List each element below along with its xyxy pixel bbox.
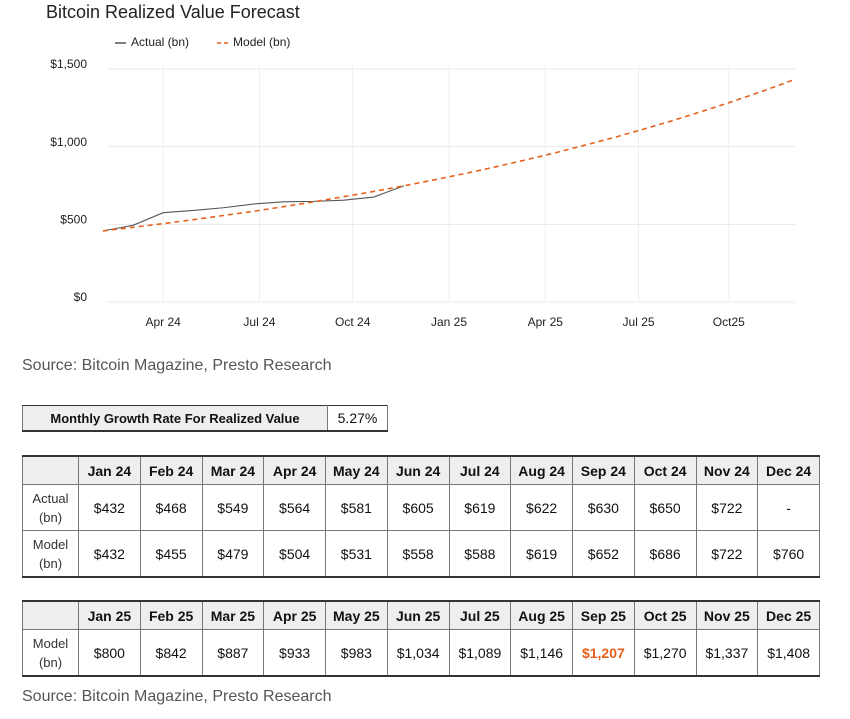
header-cell: Oct 24 [633,455,697,485]
x-tick-label: Apr 25 [528,315,564,329]
y-tick-label: $1,500 [50,57,87,71]
data-cell: - [757,484,820,531]
source: Source: Bitcoin Magazine, Presto Researc… [22,357,332,374]
data-cell: $722 [695,484,759,531]
y-tick-label: $1,000 [50,135,87,149]
data-cell: $1,089 [448,629,512,677]
data-cell: $650 [633,484,697,531]
header-cell: Jul 25 [448,600,512,630]
header-cell: Nov 24 [695,455,759,485]
data-cell: $722 [695,530,759,578]
data-cell: $581 [325,484,388,531]
header-cell: May 25 [325,600,388,630]
data-cell: $504 [263,530,326,578]
header-cell: Sep 25 [572,600,635,630]
header-cell: Feb 24 [139,455,203,485]
header-cell: Jun 24 [386,455,450,485]
data-row: Model (bn) $800 $842 $887 $933 $983 $1,034 $1,0… [22,629,820,677]
header-cell: Oct 25 [633,600,697,630]
header-cell: Apr 25 [263,600,326,630]
table-2024: Jan 24 Feb 24 Mar 24 Apr 24 May 24 Jun 24 Jul … [22,455,820,578]
data-cell: $933 [263,629,326,677]
data-cell: $686 [633,530,697,578]
header-row: Jan 25 Feb 25 Mar 25 Apr 25 May 25 Jun 25 Jul … [22,600,820,630]
header-cell: Mar 24 [201,455,265,485]
series-line [102,185,405,232]
data-cell: $800 [78,629,141,677]
growth-label: Monthly Growth Rate For Realized Value [22,405,328,432]
data-cell: $842 [139,629,203,677]
data-cell: $983 [325,629,388,677]
x-tick-label: Jul 24 [243,315,275,329]
data-cell: $479 [201,530,265,578]
data-cell: $622 [510,484,573,531]
header-cell: Dec 25 [757,600,820,630]
row-label: Model (bn) [22,629,79,677]
header-cell: Feb 25 [139,600,203,630]
data-cell: $558 [386,530,450,578]
data-cell: $1,207 [572,629,635,677]
data-cell: $588 [448,530,512,578]
header-cell: Jun 25 [386,600,450,630]
legend-label: Model (bn) [233,35,290,49]
chart: Bitcoin Realized Value Forecast $0 $500 $1… [46,2,796,329]
data-cell: $652 [572,530,635,578]
growth-table: Monthly Growth Rate For Realized Value 5… [22,405,388,432]
legend-label: Actual (bn) [131,35,189,49]
header-cell: Jul 24 [448,455,512,485]
y-tick-label: $0 [74,290,88,304]
data-cell: $760 [757,530,820,578]
table-2025: Jan 25 Feb 25 Mar 25 Apr 25 May 25 Jun 25 Jul … [22,600,820,677]
data-cell: $630 [572,484,635,531]
header-cell: Mar 25 [201,600,265,630]
source: Source: Bitcoin Magazine, Presto Researc… [22,688,332,705]
growth-value: 5.27% [327,405,388,432]
data-cell: $887 [201,629,265,677]
data-cell: $619 [448,484,512,531]
data-row: Model (bn) $432 $455 $479 $504 $531 $558 $588 $6… [22,530,820,578]
data-cell: $468 [139,484,203,531]
header-cell: Dec 24 [757,455,820,485]
data-cell: $549 [201,484,265,531]
header-cell: Jan 24 [78,455,141,485]
header-cell: Nov 25 [695,600,759,630]
data-cell: $564 [263,484,326,531]
data-cell: $1,034 [386,629,450,677]
data-cell: $531 [325,530,388,578]
header-row: Jan 24 Feb 24 Mar 24 Apr 24 May 24 Jun 24 Jul … [22,455,820,485]
data-cell: $1,408 [757,629,820,677]
corner-cell [22,455,79,485]
series-line [102,78,796,232]
data-cell: $1,270 [633,629,697,677]
header-cell: May 24 [325,455,388,485]
data-cell: $455 [139,530,203,578]
data-cell: $432 [78,530,141,578]
data-cell: $1,337 [695,629,759,677]
data-cell: $1,146 [510,629,573,677]
x-tick-label: Oct 24 [335,315,371,329]
y-tick-label: $500 [60,213,87,227]
header-cell: Sep 24 [572,455,635,485]
data-cell: $619 [510,530,573,578]
header-cell: Apr 24 [263,455,326,485]
x-tick-label: Jul 25 [623,315,655,329]
header-cell: Aug 25 [510,600,573,630]
corner-cell [22,600,79,630]
chart-title: Bitcoin Realized Value Forecast [46,2,300,22]
row-label: Actual (bn) [22,484,79,531]
x-tick-label: Apr 24 [145,315,181,329]
data-row: Actual (bn) $432 $468 $549 $564 $581 $605 $619 $… [22,484,820,531]
data-cell: $605 [386,484,450,531]
header-cell: Jan 25 [78,600,141,630]
x-tick-label: Jan 25 [431,315,467,329]
header-cell: Aug 24 [510,455,573,485]
data-cell: $432 [78,484,141,531]
row-label: Model (bn) [22,530,79,578]
x-tick-label: Oct25 [713,315,745,329]
